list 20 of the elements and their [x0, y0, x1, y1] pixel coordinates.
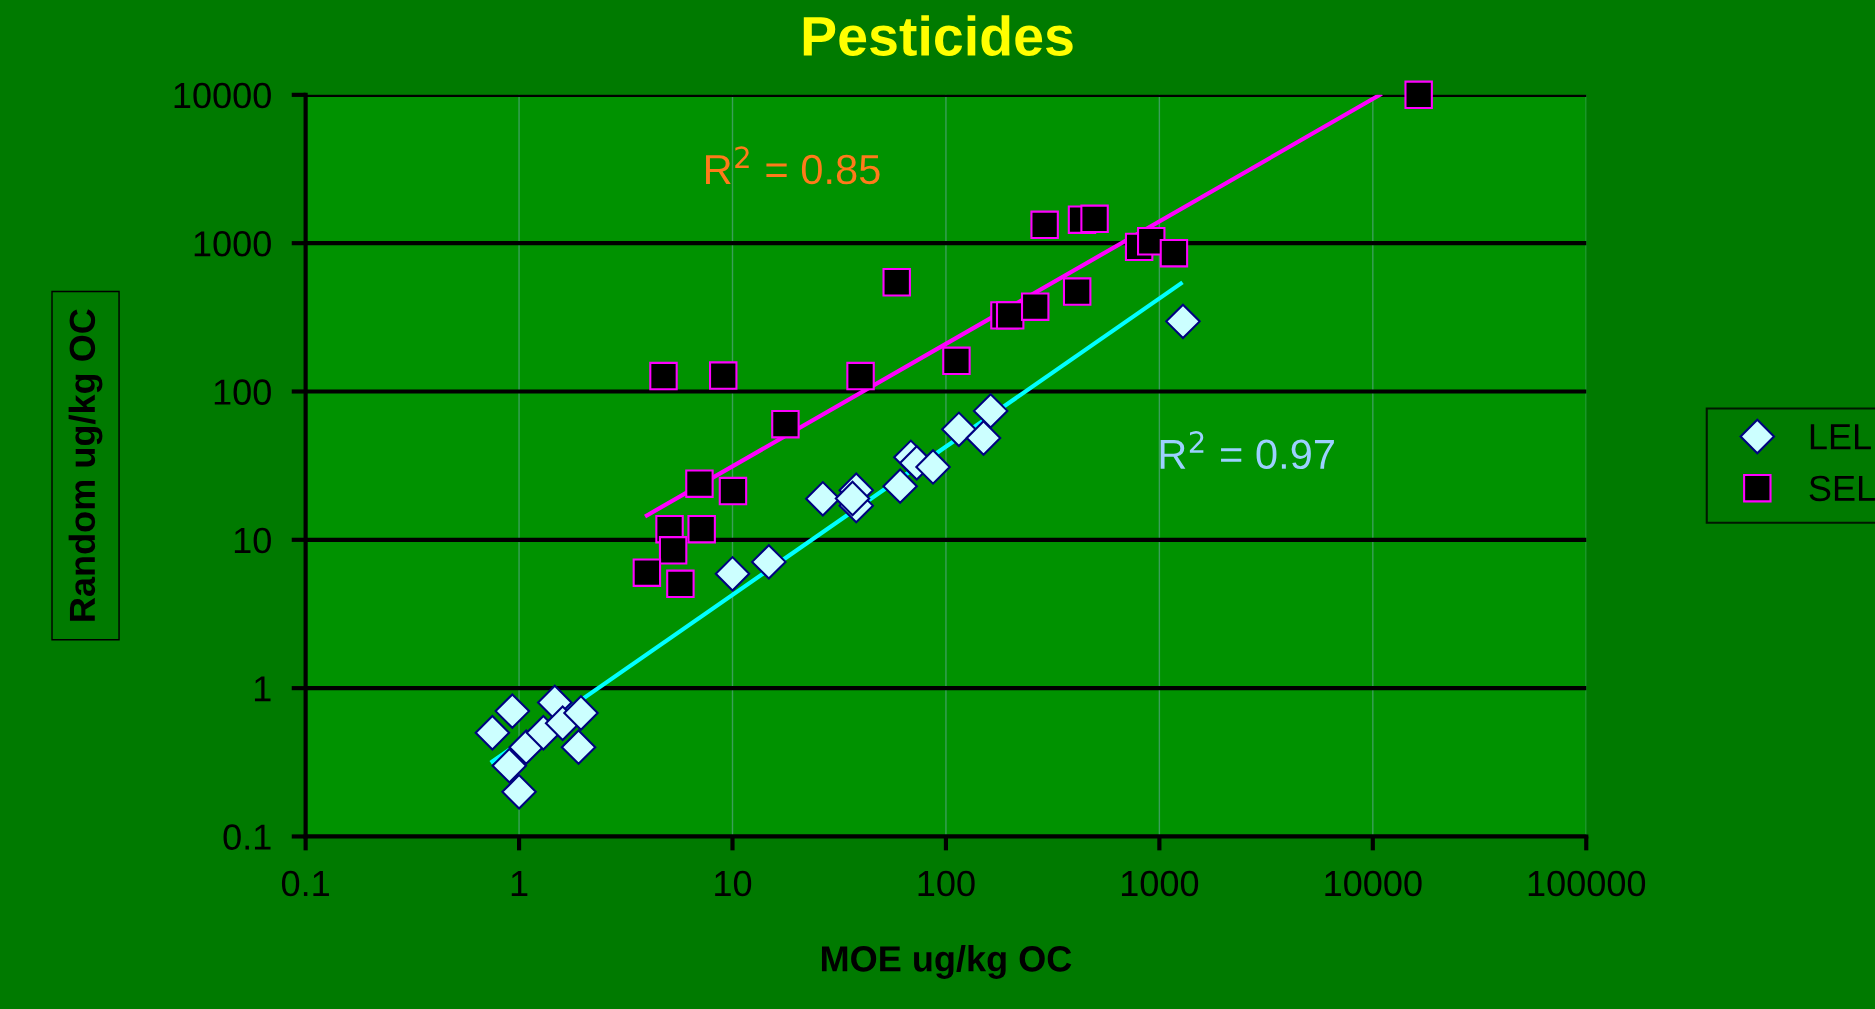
y-tick-label: 100 — [214, 379, 271, 405]
legend-label: SEL — [1809, 475, 1875, 502]
x-tick-label: 100 — [918, 870, 975, 897]
x-tick-label: 1 — [511, 871, 528, 896]
chart-title: Pesticides — [803, 15, 1073, 56]
y-tick-label: 1000 — [194, 231, 271, 257]
x-tick-label: 1000 — [1121, 870, 1199, 897]
annotation: R$^{2}$ = 0.97 — [1160, 431, 1334, 470]
annotation: R$^{2}$ = 0.85 — [706, 146, 880, 185]
x-tick-label: 10 — [715, 870, 752, 897]
y-tick-label: 10000 — [174, 82, 271, 109]
x-tick-label: 0.1 — [281, 870, 329, 897]
y-axis-title: Random ug/kg OC — [68, 309, 103, 621]
legend-label: LEL — [1810, 424, 1871, 450]
y-tick-label: 0.1 — [223, 824, 271, 850]
x-tick-label: 10000 — [1325, 870, 1422, 897]
y-tick-label: 1 — [254, 676, 271, 702]
x-tick-label: 100000 — [1528, 870, 1646, 897]
x-axis-title: MOE ug/kg OC — [821, 945, 1072, 979]
y-tick-label: 10 — [234, 527, 271, 554]
